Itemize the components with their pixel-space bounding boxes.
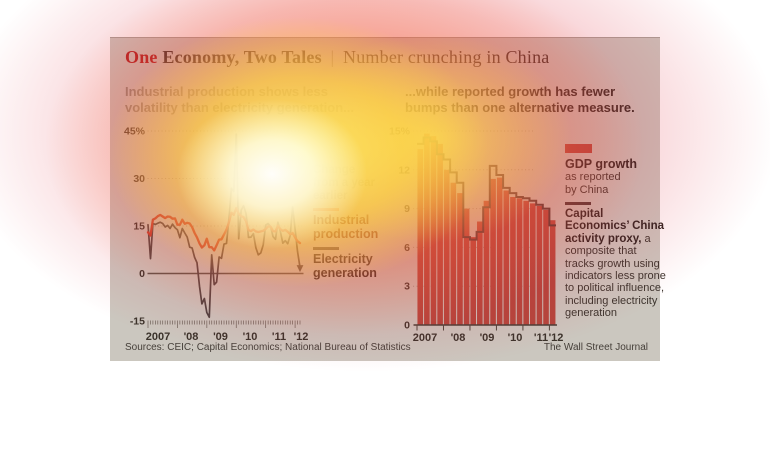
x-axis-year-label: '08 xyxy=(451,332,466,344)
gdp-growth-bar xyxy=(470,237,477,325)
gdp-growth-bar xyxy=(529,203,536,325)
left-chart-legend: Change from a year earlier Industrial pr… xyxy=(313,164,391,286)
headline-separator: | xyxy=(330,47,335,67)
industrial-production-swatch xyxy=(313,208,339,211)
gdp-growth-bar xyxy=(543,209,549,325)
gdp-growth-bar xyxy=(496,177,503,325)
electricity-line-arrowhead-icon xyxy=(296,265,304,273)
y-axis-tick-label: 0 xyxy=(404,320,410,332)
electricity-generation-swatch xyxy=(313,247,339,250)
left-chart-subtitle: Industrial production shows less volatil… xyxy=(125,84,355,115)
gdp-growth-bar xyxy=(430,136,437,325)
gdp-growth-bar xyxy=(490,178,496,325)
activity-proxy-swatch xyxy=(565,202,591,205)
x-axis-year-label: '10 xyxy=(508,332,523,344)
gdp-growth-bar xyxy=(417,149,424,325)
gdp-growth-bar xyxy=(510,197,516,325)
headline-accent: One xyxy=(125,47,158,67)
sources-note: Sources: CEIC; Capital Economics; Nation… xyxy=(125,342,411,353)
gdp-growth-bar xyxy=(483,200,490,325)
y-axis-tick-label: 45% xyxy=(124,126,146,138)
electricity-generation-label: Electricity generation xyxy=(313,252,377,280)
gdp-growth-bar xyxy=(463,208,470,325)
gdp-growth-bar xyxy=(424,133,430,325)
gdp-growth-bar xyxy=(516,198,523,325)
gdp-growth-bar xyxy=(437,143,443,325)
gdp-growth-bar xyxy=(503,190,510,325)
industrial-production-label: Industrial production xyxy=(313,213,379,241)
y-axis-tick-label: 0 xyxy=(139,268,145,280)
gdp-growth-swatch xyxy=(565,144,592,153)
gdp-growth-sublabel: as reported by China xyxy=(565,171,621,196)
gdp-growth-bar xyxy=(549,220,556,325)
headline-secondary: Number crunching in China xyxy=(343,47,550,67)
gdp-growth-label: GDP growth xyxy=(565,157,637,171)
change-note: Change from a year earlier xyxy=(313,164,376,202)
y-axis-tick-label: 6 xyxy=(404,242,410,254)
y-axis-tick-label: 15% xyxy=(389,126,411,138)
y-axis-tick-label: 3 xyxy=(404,281,410,293)
gdp-growth-bar xyxy=(450,182,457,325)
right-chart-legend: GDP growth as reported by China Capital … xyxy=(565,144,667,320)
gdp-growth-bar xyxy=(443,169,450,325)
y-axis-tick-label: 9 xyxy=(404,203,410,215)
y-axis-tick-label: 15 xyxy=(133,221,145,233)
gdp-growth-bar xyxy=(523,200,529,325)
gdp-growth-bar xyxy=(536,206,543,325)
y-axis-tick-label: -15 xyxy=(130,316,145,328)
y-axis-tick-label: 12 xyxy=(398,164,410,176)
credit-note: The Wall Street Journal xyxy=(543,342,648,353)
activity-proxy-label: Capital Economics’ China activity proxy,… xyxy=(565,208,666,320)
x-axis-year-label: 2007 xyxy=(413,332,437,344)
headline-main: Economy, Two Tales xyxy=(162,47,322,67)
y-axis-tick-label: 30 xyxy=(133,173,145,185)
gdp-growth-bar xyxy=(457,193,463,325)
gdp-growth-bar xyxy=(477,221,483,325)
x-axis-year-label: '09 xyxy=(480,332,495,344)
headline: One Economy, Two Tales | Number crunchin… xyxy=(125,46,549,68)
right-chart-subtitle: ...while reported growth has fewer bumps… xyxy=(405,84,635,115)
